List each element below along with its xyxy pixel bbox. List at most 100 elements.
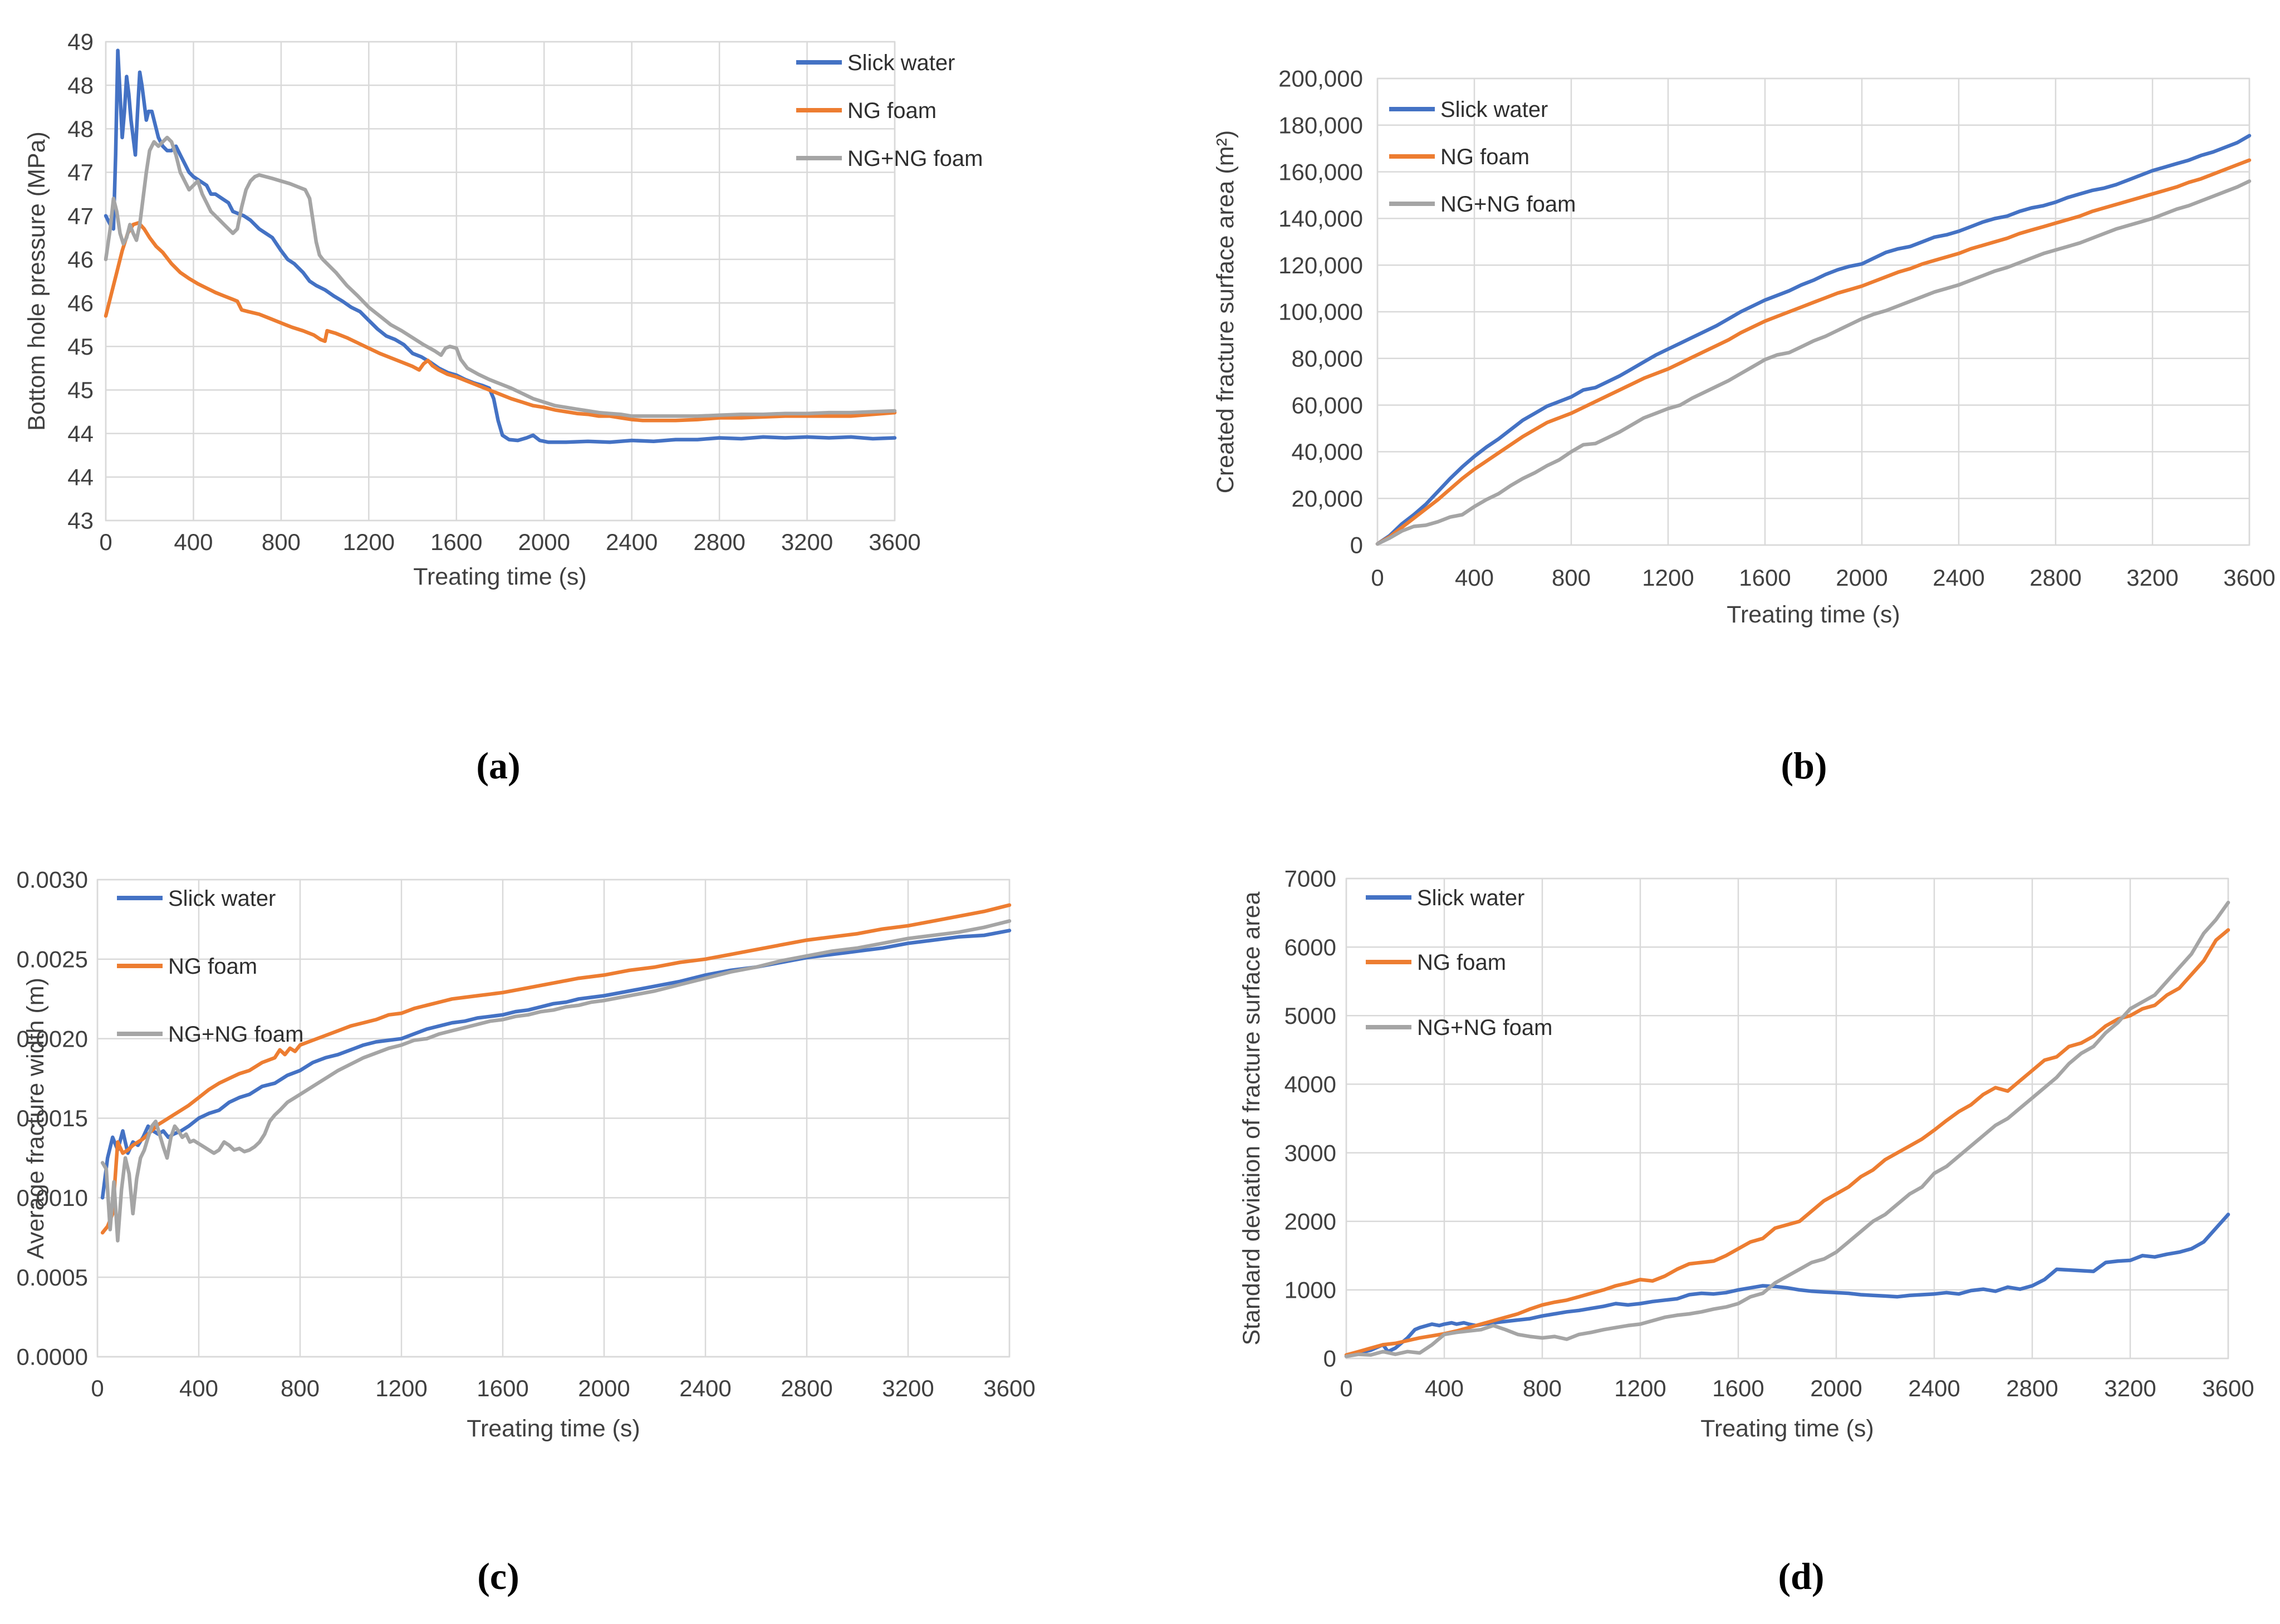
y-tick-label: 140,000 [1278, 205, 1363, 232]
axis-title-y: Standard deviation of fracture surface a… [1238, 891, 1265, 1345]
y-tick-label: 80,000 [1292, 346, 1363, 372]
x-tick-label: 3200 [2104, 1375, 2156, 1401]
chart-panel-b: 200,000 180,000 160,000 140,000 120,000 100,0… [1212, 66, 2276, 628]
series-line-ng-ng-foam [104, 135, 897, 418]
x-tick-label: 2000 [1836, 565, 1887, 591]
x-tick-label: 0 [91, 1375, 104, 1401]
x-tick-label: 2800 [693, 529, 745, 555]
y-tick-label: 100,000 [1278, 299, 1363, 325]
y-tick-label: 47 [67, 203, 94, 229]
y-tick-label: 49 [67, 29, 94, 55]
legend-label: Slick water [1417, 886, 1524, 910]
y-tick-label: 0.0015 [17, 1105, 88, 1131]
x-tick-label: 400 [1425, 1375, 1464, 1401]
x-tick-label: 2800 [2029, 565, 2081, 591]
series-line-ng-ng-foam [100, 919, 1012, 1243]
x-tick-label: 1600 [1739, 565, 1791, 591]
legend-label: NG+NG foam [168, 1022, 303, 1047]
axis-title-y: Bottom hole pressure (MPa) [23, 131, 50, 431]
y-tick-label: 44 [67, 464, 94, 490]
y-tick-label: 46 [67, 247, 94, 273]
y-tick-label: 45 [67, 333, 94, 360]
x-tick-label: 800 [1552, 565, 1591, 591]
subfigure-caption-a: (a) [476, 744, 521, 787]
x-tick-label: 1600 [477, 1375, 528, 1401]
x-tick-label: 800 [281, 1375, 320, 1401]
plot-border [96, 879, 1011, 1358]
y-tick-label: 0 [1350, 532, 1363, 558]
y-tick-label: 0.0000 [17, 1344, 88, 1370]
y-tick-label: 0.0030 [17, 867, 88, 893]
legend-label: Slick water [168, 886, 276, 911]
series-line-ng-foam [1344, 928, 2230, 1357]
y-tick-label: 120,000 [1278, 252, 1363, 278]
x-tick-label: 0 [1371, 565, 1384, 591]
x-tick-label: 3200 [781, 529, 833, 555]
y-tick-label: 6000 [1284, 934, 1336, 960]
x-tick-label: 1600 [1712, 1375, 1764, 1401]
chart-panel-d: 7000 6000 5000 4000 3000 2000 1000 00 400 800 1200… [1238, 866, 2254, 1442]
x-tick-label: 3600 [2223, 565, 2275, 591]
axis-title-x: Treating time (s) [1727, 601, 1900, 628]
series-line-ng-foam [104, 220, 897, 423]
series-line-ng-foam [1375, 158, 2252, 546]
axis-title-x: Treating time (s) [413, 563, 586, 590]
y-tick-label: 0 [1323, 1346, 1336, 1372]
series-line-ng-ng-foam [1375, 179, 2252, 546]
y-tick-label: 47 [67, 159, 94, 185]
y-tick-label: 200,000 [1278, 66, 1363, 92]
chart-panel-c: 0.0030 0.0025 0.0020 0.0015 0.0010 0.0005 0.00… [17, 867, 1036, 1442]
legend-label: NG+NG foam [1440, 192, 1576, 217]
y-tick-label: 40,000 [1292, 439, 1363, 465]
plot-border [105, 41, 896, 522]
plot-border [1345, 877, 2229, 1360]
x-tick-label: 3600 [983, 1375, 1035, 1401]
legend-label: Slick water [847, 51, 955, 75]
y-tick-label: 3000 [1284, 1140, 1336, 1166]
x-tick-label: 400 [1455, 565, 1494, 591]
legend-label: NG+NG foam [1417, 1015, 1552, 1040]
legend-label: NG foam [168, 954, 257, 979]
y-tick-label: 5000 [1284, 1003, 1336, 1029]
axis-title-y: Created fracture surface area (m²) [1212, 130, 1239, 493]
y-tick-label: 0.0005 [17, 1264, 88, 1291]
y-tick-label: 160,000 [1278, 159, 1363, 185]
axis-title-y: Average fracture width (m) [22, 978, 49, 1259]
subfigure-caption-c: (c) [477, 1555, 519, 1597]
series-line-slick-water [104, 48, 897, 444]
y-tick-label: 0.0020 [17, 1026, 88, 1052]
x-tick-label: 3600 [2202, 1375, 2254, 1401]
x-tick-label: 800 [262, 529, 301, 555]
x-tick-label: 1200 [343, 529, 395, 555]
series-line-ng-ng-foam [1344, 900, 2230, 1358]
x-tick-label: 1200 [1614, 1375, 1666, 1401]
y-tick-label: 45 [67, 377, 94, 403]
y-tick-label: 4000 [1284, 1071, 1336, 1097]
x-tick-label: 2400 [606, 529, 658, 555]
chart-panel-a: 49 48 48 47 47 46 46 45 45 44 44 430 400 800 1200 1600 2… [23, 29, 983, 590]
x-tick-label: 3200 [2126, 565, 2178, 591]
y-tick-label: 44 [67, 420, 94, 447]
x-tick-label: 400 [179, 1375, 218, 1401]
x-tick-label: 2400 [679, 1375, 731, 1401]
x-tick-label: 400 [174, 529, 213, 555]
x-tick-label: 3600 [869, 529, 920, 555]
y-tick-label: 60,000 [1292, 392, 1363, 418]
x-tick-label: 1600 [430, 529, 482, 555]
y-tick-label: 20,000 [1292, 485, 1363, 512]
legend-label: NG foam [1440, 145, 1529, 169]
x-tick-label: 2400 [1933, 565, 1984, 591]
y-tick-label: 1000 [1284, 1277, 1336, 1303]
axis-title-x: Treating time (s) [467, 1415, 640, 1442]
y-tick-label: 180,000 [1278, 112, 1363, 139]
subfigure-caption-b: (b) [1781, 744, 1827, 787]
legend-label: NG+NG foam [847, 146, 983, 171]
y-tick-label: 0.0010 [17, 1185, 88, 1211]
legend-label: Slick water [1440, 97, 1548, 122]
y-tick-label: 7000 [1284, 866, 1336, 892]
x-tick-label: 2000 [1810, 1375, 1862, 1401]
y-tick-label: 2000 [1284, 1208, 1336, 1234]
x-tick-label: 3200 [882, 1375, 934, 1401]
y-tick-label: 43 [67, 508, 94, 534]
